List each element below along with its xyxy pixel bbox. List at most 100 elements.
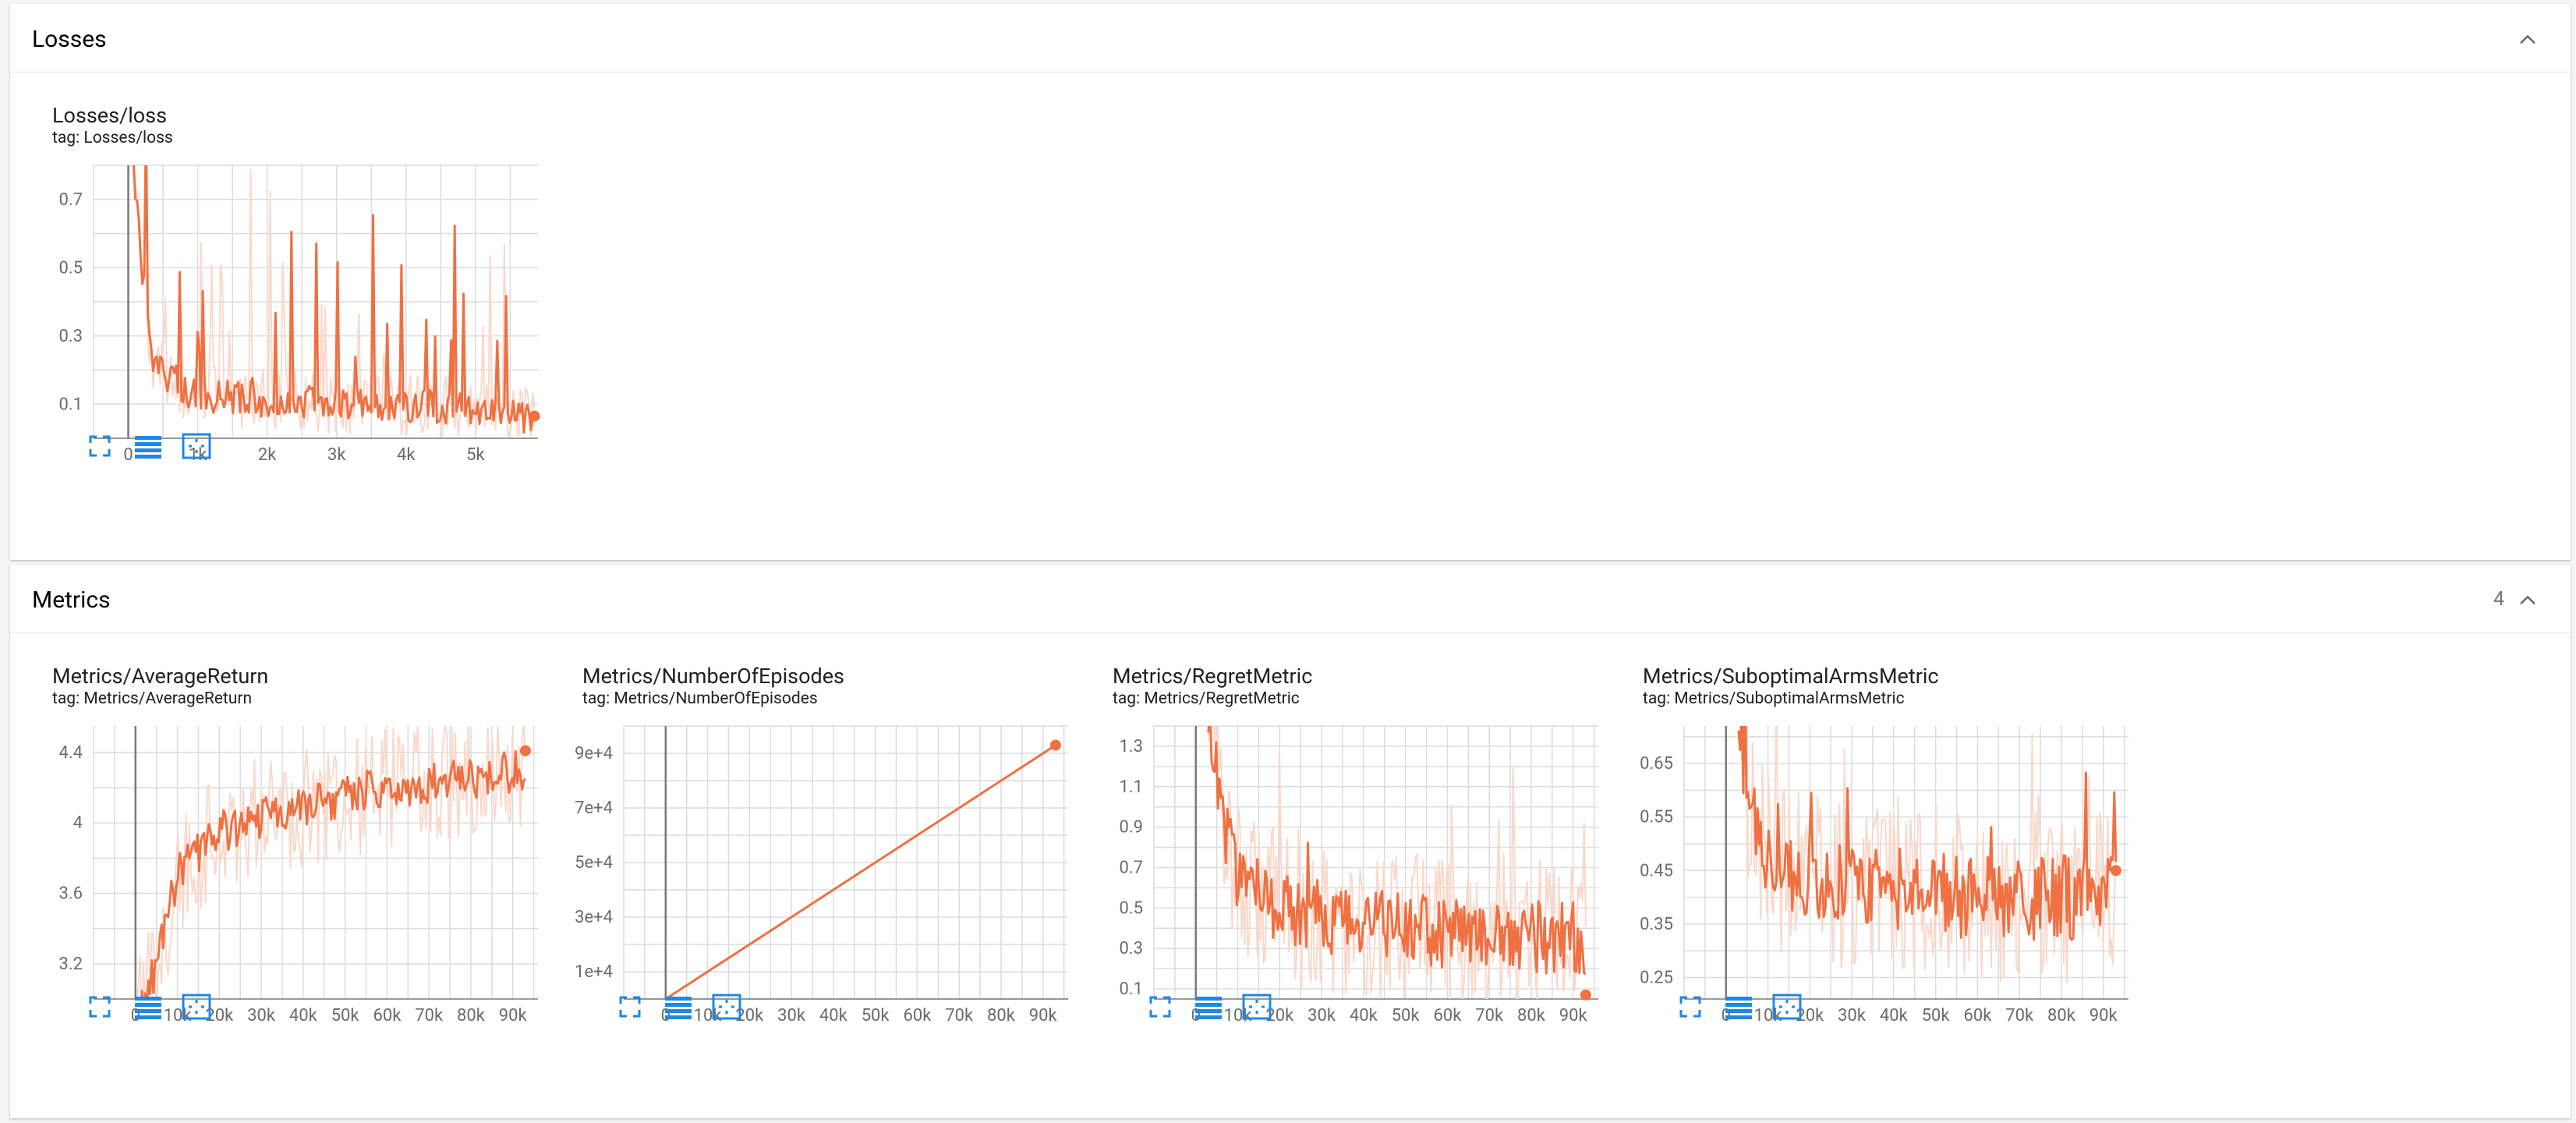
x-tick-label: 80k [2047,1006,2076,1026]
y-tick-label: 7e+4 [575,799,613,818]
x-tick-label: 50k [862,1006,890,1026]
fit-domain-icon[interactable] [1241,991,1272,1022]
y-tick-label: 0.9 [1119,818,1143,838]
x-tick-label: 70k [415,1006,444,1026]
data-table-icon[interactable] [133,991,164,1022]
chart-card: Losses/loss tag: Losses/loss 0 1k 2k 3k 4k 5k… [31,103,546,469]
y-tick-label: 0.5 [58,258,83,278]
fit-domain-icon[interactable] [711,991,742,1022]
chevron-up-icon[interactable] [2519,591,2536,608]
y-tick-label: 0.1 [58,395,83,414]
x-tick-label: 90k [2089,1006,2118,1026]
plot-area [136,726,527,999]
section-title: Metrics [32,586,111,614]
x-tick-label: 30k [777,1006,806,1026]
chart-tag: tag: Metrics/AverageReturn [52,689,253,708]
x-tick-label: 80k [987,1006,1016,1026]
data-table-icon[interactable] [1193,991,1224,1022]
x-tick-label: 10k [1754,1006,1783,1026]
x-tick-label: 40k [1880,1006,1909,1026]
section-title: Losses [32,26,107,53]
series-line-raw [136,726,526,999]
x-tick-label: 40k [289,1006,318,1026]
chevron-up-icon[interactable] [2519,30,2536,48]
x-tick-label: 40k [819,1006,848,1026]
series-line-raw [1207,726,1587,999]
x-tick-label: 90k [499,1006,528,1026]
data-table-icon[interactable] [133,430,164,462]
line-chart[interactable]: 0 1k 2k 3k 4k 5k 0.1 0.3 0.5 0.7 [31,150,546,465]
section-header[interactable]: Metrics 4 [10,565,2571,633]
y-tick-label: 1e+4 [575,962,613,982]
y-tick-label: 3.2 [58,955,83,974]
chart-tag: tag: Metrics/SuboptimalArmsMetric [1643,689,1905,708]
x-tick-label: 10k [694,1006,723,1026]
last-value-dot [1049,739,1061,751]
last-value-dot [519,745,531,756]
x-tick-label: 80k [457,1006,486,1026]
y-tick-label: 9e+4 [575,744,613,763]
x-tick-label: 30k [247,1006,276,1026]
x-tick-label: 10k [1224,1006,1253,1026]
x-tick-label: 2k [258,445,277,465]
series-line-smoothed [1737,726,2118,941]
data-table-icon[interactable] [663,991,694,1022]
y-tick-label: 3.6 [58,884,83,904]
x-tick-label: 70k [2005,1006,2034,1026]
y-tick-label: 0.45 [1640,861,1673,880]
fullscreen-icon[interactable] [614,991,646,1022]
x-tick-label: 5k [466,445,485,465]
y-tick-label: 1.3 [1119,737,1143,756]
plot-area [1207,726,1587,999]
fit-domain-icon[interactable] [181,430,212,462]
x-tick-label: 40k [1350,1006,1378,1026]
series-line-smoothed [664,744,1056,999]
last-value-dot [1580,989,1591,1001]
chart-title: Metrics/NumberOfEpisodes [582,664,844,689]
fullscreen-icon[interactable] [1675,991,1706,1022]
fit-domain-icon[interactable] [1771,991,1803,1022]
fit-domain-icon[interactable] [181,991,212,1022]
line-chart[interactable]: 010k20k30k40k50k60k70k80k90k0.250.350.45… [1622,710,2136,1026]
data-table-icon[interactable] [1723,991,1754,1022]
line-chart[interactable]: 010k20k30k40k50k60k70k80k90k3.23.644.4 [31,710,546,1026]
series-line-smoothed [1207,726,1587,976]
line-chart[interactable]: 010k20k30k40k50k60k70k80k90k0.10.30.50.7… [1092,710,1606,1026]
chart-card: Metrics/NumberOfEpisodes tag: Metrics/Nu… [561,664,1076,1030]
chart-title: Metrics/SuboptimalArmsMetric [1643,664,1939,689]
chart-tag: tag: Metrics/RegretMetric [1113,689,1300,708]
plot-area [1737,726,2118,984]
line-chart[interactable]: 010k20k30k40k50k60k70k80k90k1e+43e+45e+4… [561,710,1076,1026]
x-tick-label: 60k [903,1006,932,1026]
section-metrics: Metrics 4 Metrics/AverageReturn tag: Met… [10,565,2571,1118]
x-tick-label: 80k [1517,1006,1546,1026]
x-tick-label: 50k [331,1006,360,1026]
fullscreen-icon[interactable] [84,991,115,1022]
y-tick-label: 0.55 [1640,808,1673,827]
x-tick-label: 60k [1963,1006,1992,1026]
y-tick-label: 0.35 [1640,915,1673,934]
x-tick-label: 90k [1029,1006,1058,1026]
chart-tag: tag: Losses/loss [52,129,173,147]
y-tick-label: 0.65 [1640,754,1673,774]
y-tick-label: 5e+4 [575,853,613,873]
chart-title: Metrics/RegretMetric [1113,664,1313,689]
x-tick-label: 1k [189,445,207,465]
fullscreen-icon[interactable] [1145,991,1176,1022]
y-tick-label: 0.7 [58,190,83,210]
series-line-raw [132,165,536,438]
x-tick-label: 30k [1307,1006,1336,1026]
y-tick-label: 0.7 [1119,858,1143,877]
y-tick-label: 0.3 [58,327,83,346]
x-tick-label: 4k [397,445,416,465]
plot-area [132,165,536,438]
section-header[interactable]: Losses [10,4,2571,73]
x-tick-label: 70k [1475,1006,1504,1026]
x-tick-label: 0 [123,445,133,465]
section-count: 4 [2493,588,2504,611]
x-tick-label: 60k [1433,1006,1462,1026]
fullscreen-icon[interactable] [84,430,115,462]
chart-card: Metrics/AverageReturn tag: Metrics/Avera… [31,664,546,1030]
y-tick-label: 4.4 [58,743,83,763]
x-tick-label: 3k [327,445,346,465]
